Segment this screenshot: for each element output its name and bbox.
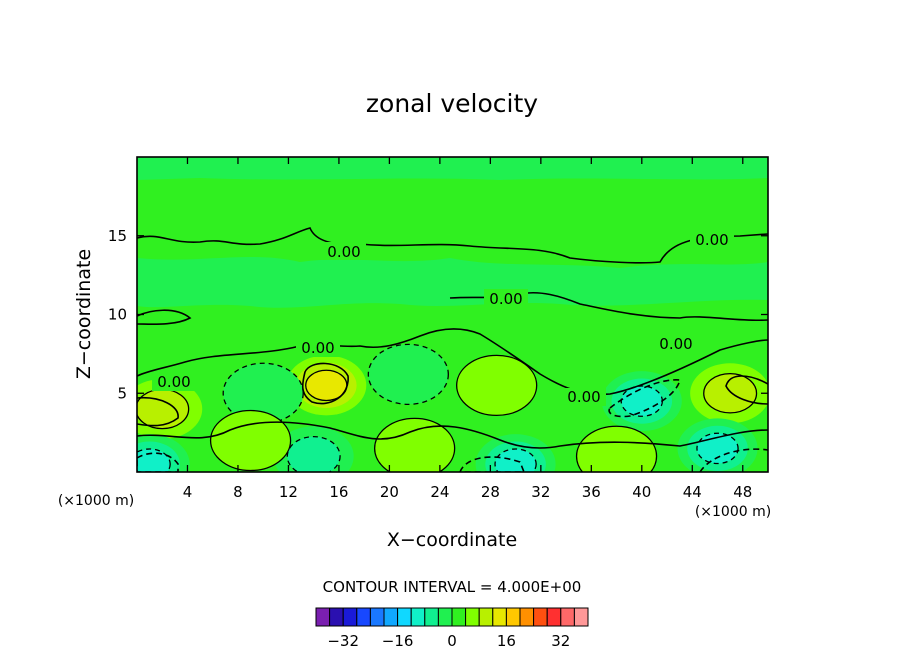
- colorbar-tick-label: −32: [327, 632, 359, 650]
- colorbar-tick-label: 0: [447, 632, 457, 650]
- colorbar-swatch: [505, 607, 521, 627]
- contour-region: [494, 448, 537, 472]
- contour-label: 0.00: [489, 290, 522, 308]
- contour-region: [456, 354, 538, 417]
- colorbar-swatch: [315, 607, 331, 627]
- zero-contour-base: [137, 421, 768, 449]
- contour-label: 0.00: [301, 339, 334, 357]
- contour-band-lower: [137, 256, 768, 308]
- contour-high-right: [725, 375, 768, 405]
- filled-contours: [137, 157, 768, 308]
- contour-region: [286, 436, 341, 472]
- contour-band-light: [137, 157, 768, 180]
- x-tick-label: 28: [481, 483, 500, 501]
- contour-label: 0.00: [157, 373, 190, 391]
- colorbar-swatch: [546, 607, 562, 627]
- x-tick-label: 8: [233, 483, 243, 501]
- x-tick-label: 48: [733, 483, 752, 501]
- zero-contour-upper: [137, 227, 768, 264]
- colorbar-swatch: [533, 607, 548, 627]
- x-tick-label: 4: [183, 483, 193, 501]
- colorbar-swatch: [356, 607, 371, 627]
- contour-labels: 0.00 0.00 0.00 0.00 0.00 0.00 0.00: [152, 230, 734, 406]
- colorbar-tick-label: −16: [382, 632, 414, 650]
- x-tick-label: 40: [632, 483, 651, 501]
- x-unit-label-right: (×1000 m): [695, 504, 771, 520]
- colorbar-swatch: [369, 607, 385, 627]
- colorbar-swatch: [560, 607, 575, 627]
- contour-region: [696, 432, 739, 465]
- contour-region: [209, 409, 292, 472]
- contour-region: [137, 388, 190, 430]
- contour-region: [703, 372, 758, 414]
- colorbar-swatch: [424, 607, 439, 627]
- colorbar-swatch: [342, 607, 358, 627]
- y-tick-label: 5: [117, 384, 127, 402]
- y-axis-title: Z−coordinate: [73, 249, 95, 379]
- colorbar-swatch: [478, 607, 494, 627]
- contour-high-center: [301, 362, 349, 405]
- x-tick-label: 32: [531, 483, 550, 501]
- colorbar-swatch: [573, 607, 589, 627]
- colorbar-swatch: [519, 607, 535, 627]
- x-tick-label: 20: [380, 483, 399, 501]
- contour-label: 0.00: [695, 231, 728, 249]
- colorbar-swatch: [492, 607, 507, 627]
- contour-label: 0.00: [567, 388, 600, 406]
- colorbar-swatch: [329, 607, 344, 627]
- colorbar-tick-label: 32: [551, 632, 570, 650]
- colorbar-swatch: [410, 607, 426, 627]
- x-unit-label-left: (×1000 m): [58, 493, 134, 509]
- contour-region: [367, 343, 449, 406]
- chart-title: zonal velocity: [366, 89, 538, 118]
- x-tick-label: 16: [329, 483, 348, 501]
- colorbar-swatch: [397, 607, 412, 627]
- x-tick-label: 24: [430, 483, 449, 501]
- y-tick-label: 10: [108, 306, 127, 324]
- contour-region: [620, 385, 664, 417]
- x-tick-label: 44: [683, 483, 702, 501]
- x-axis-title: X−coordinate: [387, 529, 517, 551]
- x-tick-label: 12: [279, 483, 298, 501]
- colorbar: −32 −16 0 16 32: [315, 607, 589, 650]
- contour-low-bottom: [137, 448, 768, 472]
- contour-interval-text: CONTOUR INTERVAL = 4.000E+00: [323, 578, 582, 596]
- colorbar-tick-label: 16: [497, 632, 516, 650]
- colorbar-swatch: [465, 607, 480, 627]
- contour-label: 0.00: [327, 243, 360, 261]
- x-tick-label: 36: [582, 483, 601, 501]
- colorbar-swatch: [451, 607, 467, 627]
- y-tick-label: 15: [108, 227, 127, 245]
- contour-region: [575, 425, 658, 472]
- contour-region: [374, 417, 456, 472]
- contour-high-left: [137, 396, 179, 427]
- contour-label: 0.00: [659, 335, 692, 353]
- zero-contour-lower: [137, 328, 768, 396]
- contour-low-dashed: [608, 379, 682, 418]
- colorbar-swatch: [383, 607, 399, 627]
- colorbar-swatch: [437, 607, 453, 627]
